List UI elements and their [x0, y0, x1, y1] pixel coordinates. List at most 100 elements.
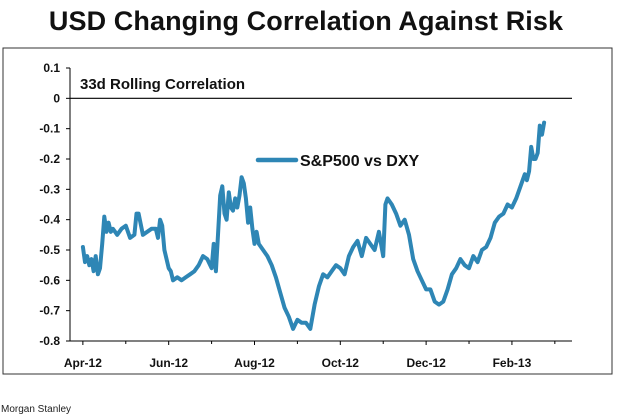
data-point — [472, 255, 474, 257]
data-point — [534, 158, 537, 160]
data-point — [230, 206, 232, 209]
data-point — [105, 231, 108, 233]
data-point — [185, 276, 187, 278]
data-point — [288, 316, 290, 318]
data-point — [155, 228, 157, 230]
data-point — [399, 225, 401, 227]
data-point — [382, 255, 384, 257]
data-point — [412, 258, 414, 260]
data-point — [335, 264, 337, 266]
chart-legend: S&P500 vs DXY — [255, 153, 420, 170]
data-point — [157, 237, 159, 239]
data-point — [425, 288, 427, 290]
data-point — [193, 270, 195, 272]
data-point — [421, 279, 423, 281]
data-point — [331, 270, 333, 272]
data-point — [116, 234, 118, 236]
data-point — [245, 197, 247, 199]
data-point — [416, 270, 419, 272]
data-point — [384, 203, 386, 206]
data-point — [266, 255, 268, 257]
data-point — [95, 255, 97, 257]
data-point — [459, 258, 461, 260]
data-point — [142, 234, 144, 236]
data-point — [84, 261, 86, 263]
data-point — [219, 194, 221, 196]
x-tick-label: Jun-12 — [149, 356, 188, 370]
data-point — [464, 264, 466, 266]
data-point — [112, 228, 114, 230]
data-point — [539, 125, 541, 127]
data-point — [146, 231, 148, 233]
data-point — [511, 206, 513, 209]
data-point — [352, 246, 354, 248]
y-tick-label: -0.2 — [39, 152, 60, 166]
data-point — [215, 270, 217, 272]
data-point — [318, 285, 320, 287]
data-point — [309, 328, 311, 330]
data-point — [108, 222, 110, 224]
data-point — [262, 249, 264, 251]
data-point — [526, 179, 528, 181]
data-point — [150, 228, 153, 230]
data-point — [515, 197, 517, 199]
data-point — [301, 322, 303, 324]
data-point — [99, 267, 101, 269]
data-point — [378, 231, 380, 233]
data-point — [361, 255, 363, 257]
chart-frame — [2, 47, 613, 375]
data-point — [256, 231, 258, 233]
chart-axes: 0.1 0 -0.1 -0.2 -0.3 -0.4 -0.5 -0.6 -0.7 -0.8 Apr-… — [39, 61, 572, 370]
data-point — [135, 213, 138, 215]
data-point — [391, 203, 393, 206]
data-point — [279, 291, 281, 294]
x-tick-label: Feb-13 — [493, 356, 532, 370]
data-point — [543, 122, 545, 124]
data-point — [404, 219, 406, 221]
chart-subtitle: 33d Rolling Correlation — [80, 76, 245, 93]
y-tick-label: 0.1 — [43, 61, 60, 75]
data-point — [537, 152, 539, 154]
data-point — [114, 231, 116, 233]
data-point — [241, 176, 243, 178]
data-point — [198, 264, 200, 266]
data-point — [133, 234, 135, 236]
y-tick-label: -0.1 — [39, 122, 60, 136]
data-point — [434, 301, 436, 303]
data-point — [477, 261, 479, 263]
data-point — [129, 237, 131, 239]
data-point — [221, 185, 223, 187]
source-label: Morgan Stanley — [1, 404, 72, 415]
data-point — [97, 273, 99, 275]
data-point — [541, 134, 543, 136]
data-point — [110, 231, 112, 233]
data-point — [275, 276, 277, 278]
data-point — [326, 276, 328, 278]
data-point — [93, 270, 95, 272]
data-point — [369, 243, 371, 245]
data-point — [519, 185, 522, 187]
data-point — [258, 243, 260, 245]
data-point — [236, 206, 238, 209]
data-point — [249, 206, 251, 209]
data-point — [101, 243, 103, 245]
data-point — [103, 216, 105, 218]
data-point — [296, 319, 298, 321]
data-point — [494, 222, 496, 224]
data-point — [524, 173, 526, 175]
chart-title: USD Changing Correlation Against Risk — [48, 6, 564, 36]
data-point — [120, 228, 123, 230]
data-point — [181, 279, 183, 281]
data-point — [339, 267, 341, 269]
data-point — [365, 237, 367, 239]
data-point — [234, 197, 236, 199]
data-point — [530, 146, 532, 148]
data-point — [305, 322, 307, 324]
data-point — [498, 216, 500, 218]
data-point — [90, 258, 93, 260]
x-tick-label: Oct-12 — [322, 356, 360, 370]
data-point — [395, 213, 397, 215]
x-tick-label: Dec-12 — [406, 356, 446, 370]
y-tick-label: -0.7 — [39, 304, 60, 318]
